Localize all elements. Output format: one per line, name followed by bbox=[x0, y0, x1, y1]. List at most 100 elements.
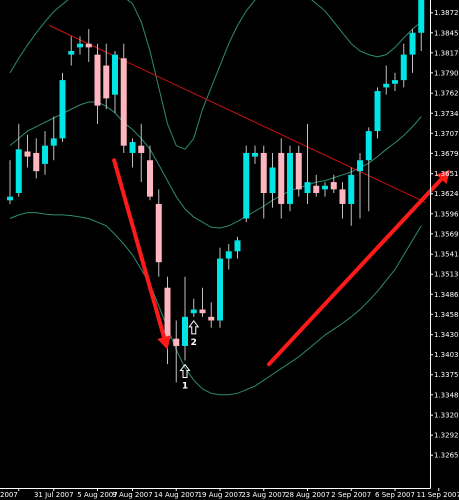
candle bbox=[234, 236, 241, 259]
candle-body-bear bbox=[103, 65, 110, 99]
candle-body-bull bbox=[252, 152, 258, 157]
candle bbox=[278, 138, 285, 219]
candle-body-bull bbox=[304, 182, 311, 194]
marker-arrow-icon bbox=[188, 320, 200, 335]
y-tick-label: 1.35135 bbox=[434, 271, 459, 279]
candle bbox=[295, 145, 302, 197]
candle bbox=[287, 145, 293, 212]
candle bbox=[7, 160, 13, 204]
candle bbox=[409, 29, 416, 73]
marker-arrow-icon bbox=[179, 363, 191, 379]
candle bbox=[374, 87, 381, 139]
candle-body-bear bbox=[199, 309, 206, 314]
arrow-head bbox=[436, 169, 451, 184]
x-tick-label: 2007 bbox=[0, 491, 18, 499]
y-tick-label: 1.34305 bbox=[434, 331, 459, 339]
candle bbox=[365, 127, 372, 212]
candle bbox=[155, 189, 162, 277]
candle bbox=[173, 320, 180, 383]
candle bbox=[243, 145, 250, 223]
candle bbox=[199, 287, 206, 317]
candle bbox=[129, 138, 136, 168]
candle bbox=[304, 123, 311, 204]
candle-body-bull bbox=[365, 131, 372, 161]
candle bbox=[418, 0, 425, 51]
x-tick-label: 14 Aug 2007 bbox=[154, 491, 199, 499]
candle bbox=[217, 247, 223, 328]
candle bbox=[400, 43, 407, 88]
candle-body-bear bbox=[138, 145, 145, 153]
candle bbox=[112, 50, 118, 113]
band-upper bbox=[9, 0, 422, 150]
annotation-arrows bbox=[112, 158, 451, 367]
down-arrow bbox=[112, 158, 171, 350]
candle-body-bear bbox=[147, 160, 153, 197]
candle-body-bull bbox=[225, 251, 232, 259]
y-tick-label: 1.36515 bbox=[434, 170, 459, 178]
x-tick-label: 11 Sep 2007 bbox=[417, 491, 459, 499]
candle bbox=[15, 123, 22, 197]
y-tick-label: 1.35410 bbox=[434, 251, 459, 259]
y-tick-label: 1.38725 bbox=[434, 9, 459, 17]
candle bbox=[208, 302, 215, 328]
marker-label: 2 bbox=[191, 338, 197, 348]
candle bbox=[392, 72, 398, 92]
x-tick-label: 5 Aug 2007 bbox=[77, 491, 117, 499]
y-tick-label: 1.38175 bbox=[434, 49, 459, 57]
candle-body-bear bbox=[155, 203, 162, 263]
y-tick-label: 1.33200 bbox=[434, 412, 459, 420]
marker-2: 2 bbox=[188, 320, 200, 348]
x-tick-label: 31 Jul 2007 bbox=[34, 491, 74, 499]
candle-body-bull bbox=[15, 149, 22, 194]
candle bbox=[339, 182, 346, 219]
candle bbox=[24, 134, 31, 168]
candle-body-bull bbox=[234, 240, 241, 252]
candle bbox=[50, 116, 57, 161]
candle-body-bull bbox=[112, 54, 118, 95]
y-tick-label: 1.36240 bbox=[434, 190, 459, 198]
candle-body-bull bbox=[269, 167, 276, 194]
y-tick-label: 1.37345 bbox=[434, 110, 459, 118]
candle-body-bear bbox=[313, 185, 320, 194]
y-tick-label: 1.34585 bbox=[434, 311, 459, 319]
candle-body-bull bbox=[418, 0, 425, 33]
candle bbox=[190, 298, 197, 317]
candle-body-bull bbox=[129, 142, 136, 153]
candle bbox=[138, 123, 145, 183]
candle-body-bull bbox=[392, 80, 398, 84]
candle bbox=[68, 36, 75, 66]
candle bbox=[77, 36, 83, 55]
marker-label: 1 bbox=[182, 382, 188, 392]
marker-1: 1 bbox=[179, 363, 191, 392]
candle bbox=[330, 174, 337, 194]
candle bbox=[94, 43, 101, 124]
x-tick-label: 19 Aug 2007 bbox=[198, 491, 243, 499]
candle bbox=[42, 131, 48, 175]
candle-body-bear bbox=[339, 189, 346, 204]
candle-body-bear bbox=[94, 54, 101, 106]
candle-body-bull bbox=[42, 145, 48, 164]
candle bbox=[383, 65, 390, 95]
candle-body-bull bbox=[190, 309, 197, 314]
candle-body-bull bbox=[7, 196, 13, 201]
y-tick-label: 1.34860 bbox=[434, 291, 459, 299]
candle-body-bull bbox=[59, 80, 66, 139]
candle-body-bull bbox=[322, 185, 328, 190]
x-tick-label: 6 Sep 2007 bbox=[375, 491, 415, 499]
x-tick-label: 2 Sep 2007 bbox=[331, 491, 371, 499]
band-lower bbox=[9, 212, 422, 396]
x-tick-label: 23 Aug 2007 bbox=[241, 491, 286, 499]
candle-body-bull bbox=[348, 174, 355, 204]
y-tick-label: 1.37620 bbox=[434, 90, 459, 98]
candle bbox=[269, 152, 276, 208]
band-middle bbox=[9, 101, 422, 229]
candle-body-bear bbox=[24, 151, 31, 157]
candles-layer bbox=[7, 0, 425, 383]
y-tick-label: 1.35965 bbox=[434, 210, 459, 218]
candle-body-bull bbox=[217, 258, 223, 321]
candle-body-bull bbox=[243, 152, 250, 219]
candle-body-bull bbox=[357, 160, 363, 172]
